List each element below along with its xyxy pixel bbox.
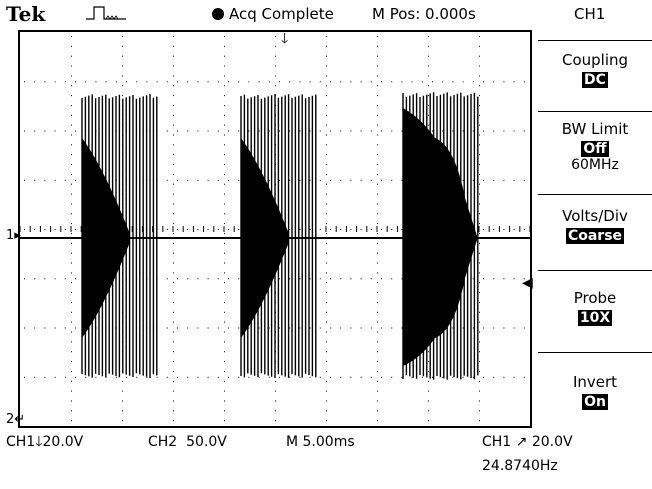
- bw-limit-frequency: 60MHz: [571, 157, 619, 173]
- trigger-position-arrow-icon: 🡓: [281, 31, 289, 47]
- waveform-display: [18, 30, 532, 428]
- square-pulse-icon: [86, 4, 126, 22]
- brand-logo: Tek: [6, 2, 46, 26]
- bandwidth-limit-icon: 🡓: [35, 434, 43, 450]
- invert-value: On: [582, 394, 608, 410]
- coupling-label: Coupling: [561, 51, 629, 69]
- bw-limit-value: Off: [581, 141, 609, 157]
- bw-limit-label: BW Limit: [561, 120, 629, 138]
- menu-invert[interactable]: Invert On: [538, 352, 652, 436]
- timebase-readout: M 5.00ms: [286, 434, 355, 450]
- ch2-ground-marker: 2↵: [6, 412, 26, 427]
- trigger-level-arrow-icon: ◀: [522, 275, 533, 291]
- probe-value: 10X: [577, 310, 613, 326]
- probe-label: Probe: [573, 289, 617, 307]
- acquisition-status: Acq Complete: [212, 6, 334, 22]
- ch1-scale-readout: CH1🡓20.0V: [6, 434, 84, 450]
- coupling-value: DC: [582, 72, 608, 88]
- burst-envelope-2: [241, 138, 289, 338]
- invert-label: Invert: [572, 373, 618, 391]
- ch2-scale-readout: CH2 50.0V: [148, 434, 227, 450]
- trigger-frequency: 24.8740Hz: [482, 458, 558, 474]
- volts-div-label: Volts/Div: [562, 207, 628, 225]
- waveform-canvas: [20, 36, 530, 422]
- main-position: M Pos: 0.000s: [372, 5, 476, 23]
- menu-channel-title: CH1: [574, 5, 606, 23]
- acquisition-dot-icon: [212, 8, 224, 20]
- burst-envelope-1: [82, 138, 130, 338]
- menu-volts-div[interactable]: Volts/Div Coarse: [538, 194, 652, 270]
- ch1-ground-marker: 1▸: [6, 228, 21, 243]
- trigger-readout: CH1 ↗ 20.0V: [482, 434, 573, 450]
- menu-probe[interactable]: Probe 10X: [538, 270, 652, 352]
- burst-envelope-3: [403, 108, 477, 366]
- menu-bw-limit[interactable]: BW Limit Off 60MHz: [538, 111, 652, 194]
- volts-div-value: Coarse: [565, 228, 625, 244]
- menu-coupling[interactable]: Coupling DC: [538, 40, 652, 111]
- rising-edge-icon: ↗: [515, 434, 528, 450]
